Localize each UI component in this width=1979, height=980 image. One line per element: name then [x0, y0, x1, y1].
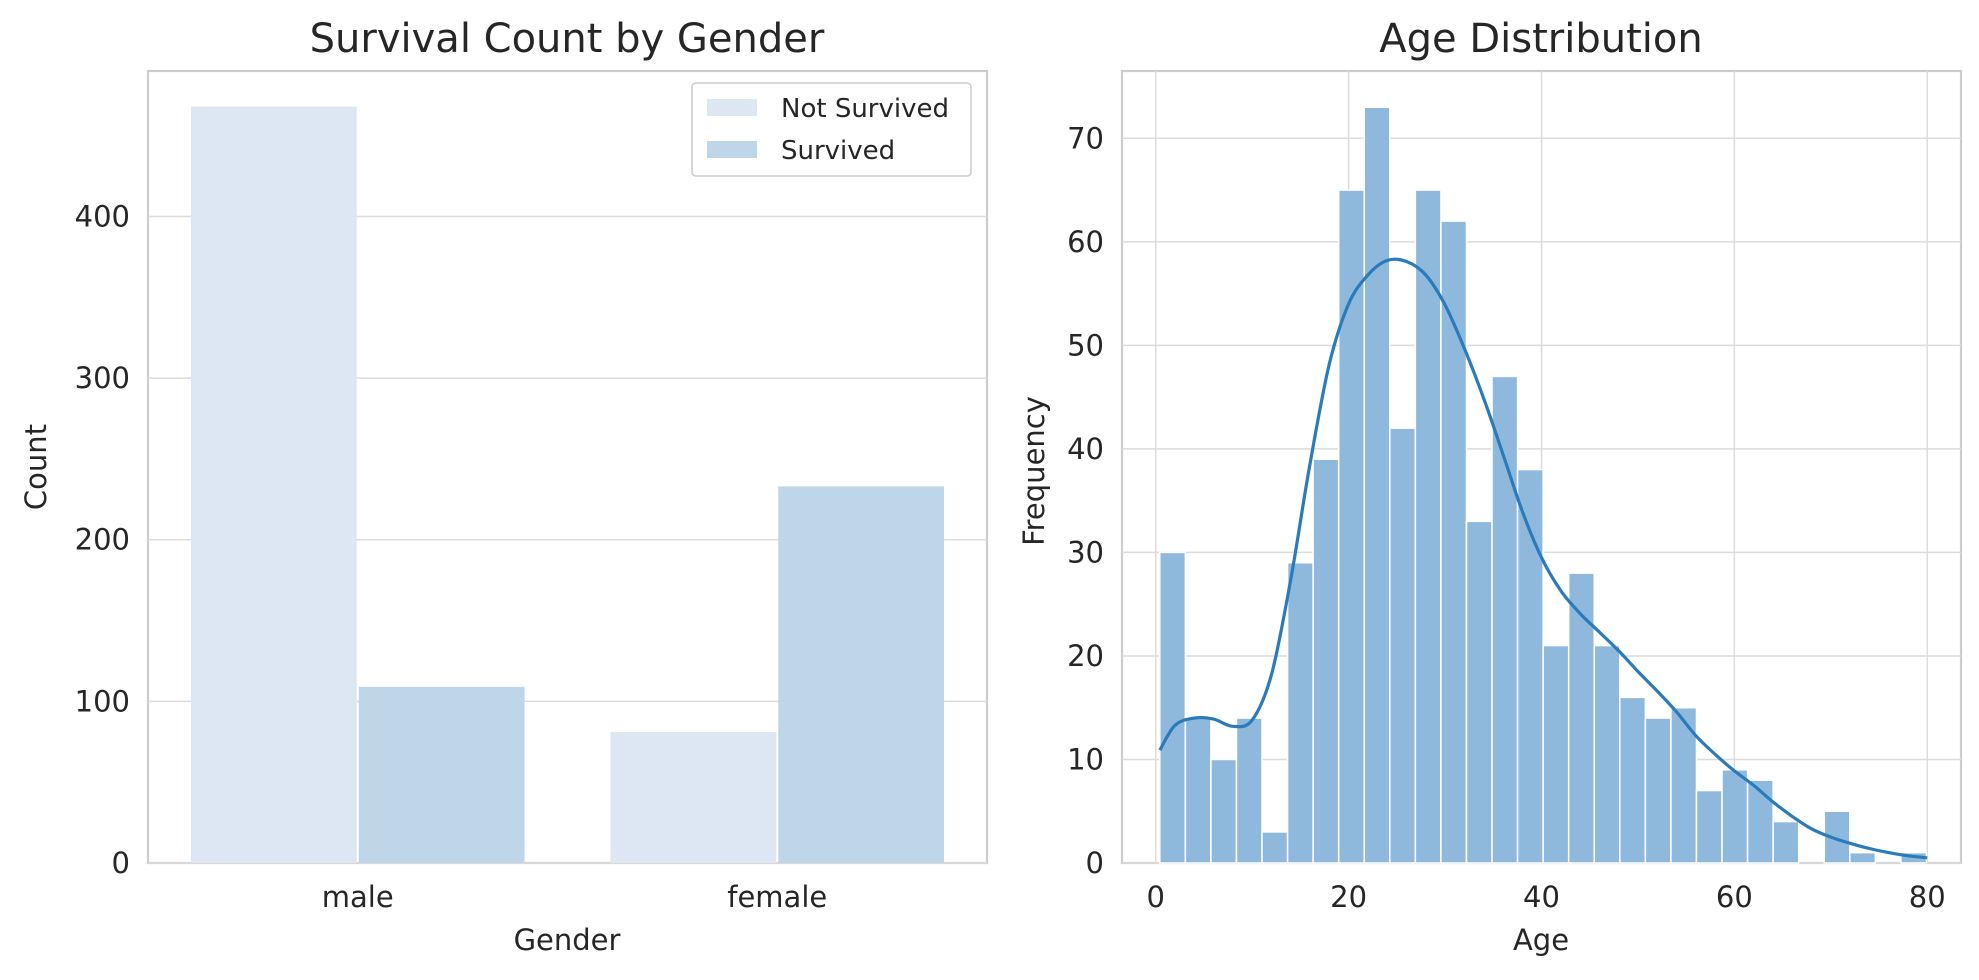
chart1-y-tick-label: 200	[75, 523, 130, 557]
histogram-bar	[1593, 644, 1621, 864]
chart2-y-ticks: 0 10 20 30 40 50 60 70	[1067, 121, 1104, 880]
kde-line	[1158, 257, 1928, 860]
histogram-bar	[1312, 458, 1340, 864]
histogram-bar	[1491, 375, 1519, 864]
chart2-x-tick-label: 60	[1716, 880, 1753, 914]
chart1-y-axis-label: Count	[19, 424, 53, 510]
legend-box	[691, 82, 972, 177]
chart2-y-tick-label: 70	[1067, 121, 1104, 155]
chart1-legend: Not Survived Survived	[691, 82, 972, 177]
chart1-x-ticks: male female	[322, 880, 827, 914]
histogram-bar	[1542, 644, 1570, 864]
legend-swatch-not-survived	[707, 99, 757, 116]
histogram-bar	[1210, 758, 1238, 864]
chart2-y-tick-label: 20	[1067, 639, 1104, 673]
chart2-x-axis-label: Age	[1513, 923, 1569, 957]
chart2-y-tick-label: 30	[1067, 535, 1104, 569]
chart2-x-ticks: 0 20 40 60 80	[1147, 880, 1946, 914]
legend-label-survived: Survived	[781, 136, 895, 166]
legend-swatch-survived	[707, 141, 757, 158]
chart2-kde-curve	[1158, 257, 1928, 860]
chart1-y-tick-label: 100	[75, 684, 130, 718]
chart2-x-tick-label: 40	[1523, 880, 1560, 914]
histogram-bar	[1286, 562, 1314, 864]
chart1-y-ticks: 0 100 200 300 400	[75, 199, 130, 880]
chart1-bars	[190, 106, 945, 863]
histogram-bar	[1849, 851, 1877, 864]
chart1-y-tick-label: 400	[75, 199, 130, 233]
histogram-bar	[1159, 551, 1187, 864]
chart1-y-tick-label: 0	[112, 846, 130, 880]
chart2-title: Age Distribution	[1379, 16, 1702, 62]
chart2-y-axis-label: Frequency	[1017, 396, 1051, 546]
chart2-y-tick-label: 0	[1086, 846, 1104, 880]
survival-count-chart: 0 100 200 300 400 male female Survival Count …	[19, 16, 989, 957]
age-distribution-chart: 0 10 20 30 40 50 60 70 0 20 40 60 80 Age Distributi…	[1017, 16, 1963, 957]
chart2-y-tick-label: 10	[1067, 742, 1104, 776]
histogram-bar	[1746, 779, 1774, 864]
histogram-bar	[1721, 769, 1749, 864]
histogram-bar	[1389, 427, 1417, 864]
histogram-bar	[1337, 189, 1365, 864]
bar-female-survived	[778, 486, 945, 863]
legend-label-not-survived: Not Survived	[781, 94, 949, 124]
histogram-bar	[1644, 717, 1672, 864]
chart2-y-tick-label: 40	[1067, 432, 1104, 466]
histogram-bar	[1235, 717, 1263, 864]
histogram-bar	[1261, 831, 1289, 864]
bar-female-not-survived	[610, 732, 777, 863]
chart2-y-tick-label: 60	[1067, 225, 1104, 259]
histogram-bar	[1619, 696, 1647, 864]
histogram-bar	[1184, 717, 1212, 864]
chart1-x-tick-label: male	[322, 880, 394, 914]
chart2-y-tick-label: 50	[1067, 328, 1104, 362]
histogram-bar	[1363, 106, 1391, 864]
bar-male-survived	[358, 686, 525, 863]
histogram-bar	[1772, 820, 1800, 864]
bar-male-not-survived	[190, 106, 357, 863]
chart2-histogram-bars	[1159, 106, 1928, 864]
chart1-title: Survival Count by Gender	[310, 16, 825, 62]
histogram-bar	[1695, 789, 1723, 864]
histogram-bar	[1440, 220, 1468, 864]
chart2-x-tick-label: 20	[1330, 880, 1367, 914]
histogram-bar	[1465, 520, 1493, 864]
chart1-y-tick-label: 300	[75, 361, 130, 395]
histogram-bar	[1414, 189, 1442, 864]
chart1-x-axis-label: Gender	[514, 923, 621, 957]
chart1-x-tick-label: female	[727, 880, 827, 914]
chart2-x-tick-label: 80	[1909, 880, 1946, 914]
chart2-x-tick-label: 0	[1147, 880, 1165, 914]
